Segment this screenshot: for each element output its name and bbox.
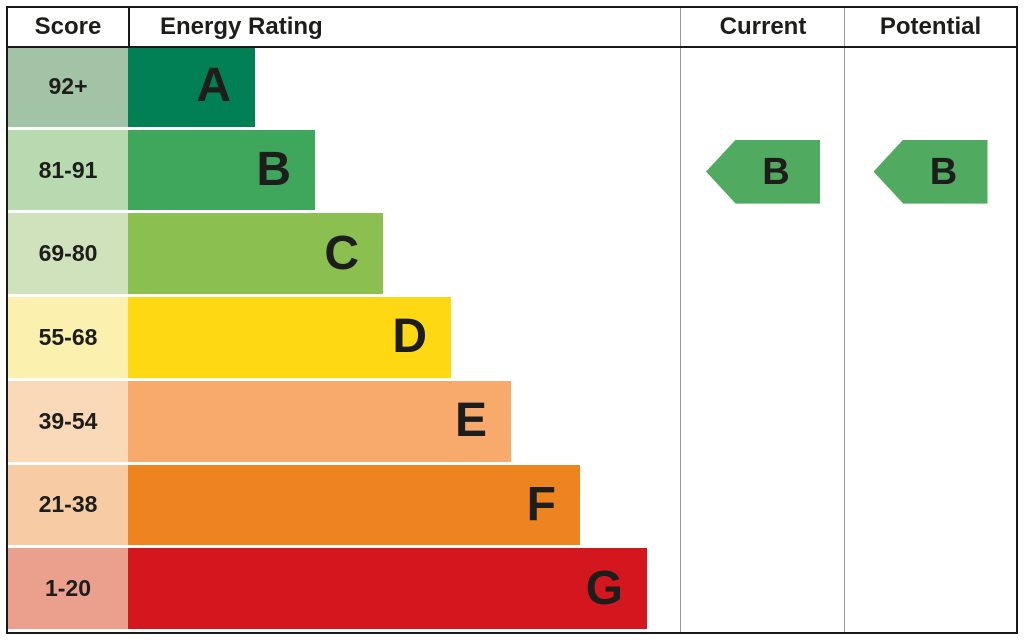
band-letter-c: C bbox=[324, 226, 359, 280]
band-bar-c: C bbox=[128, 213, 383, 298]
score-range-d: 55-68 bbox=[8, 297, 128, 381]
band-bar-g: G bbox=[128, 548, 647, 632]
potential-rating-value: B bbox=[929, 150, 958, 193]
band-letter-g: G bbox=[585, 561, 623, 615]
header-current: Current bbox=[719, 13, 807, 40]
bar-area-a: A bbox=[128, 46, 681, 130]
score-column-divider bbox=[128, 8, 130, 46]
score-range-c: 69-80 bbox=[8, 213, 128, 298]
bar-area-d: D bbox=[128, 297, 681, 381]
band-row-c: 69-80 C bbox=[8, 213, 681, 298]
epc-rating-chart: Score Energy Rating Current Potential 92… bbox=[6, 6, 1018, 634]
score-range-e: 39-54 bbox=[8, 380, 128, 465]
band-bar-b: B bbox=[128, 129, 315, 214]
potential-cell: B bbox=[845, 130, 1016, 214]
epc-grid: Score Energy Rating Current Potential 92… bbox=[8, 8, 1016, 632]
band-letter-a: A bbox=[196, 59, 231, 113]
band-letter-f: F bbox=[526, 477, 556, 531]
band-letter-e: E bbox=[454, 394, 487, 448]
band-row-d: 55-68 D bbox=[8, 297, 681, 381]
band-bar-d: D bbox=[128, 297, 451, 381]
bar-area-c: C bbox=[128, 213, 681, 298]
bar-area-e: E bbox=[128, 380, 681, 465]
header-divider bbox=[8, 46, 1016, 48]
band-letter-d: D bbox=[392, 310, 427, 364]
band-letter-b: B bbox=[256, 143, 291, 197]
band-row-f: 21-38 F bbox=[8, 464, 681, 549]
header-energy-rating: Energy Rating bbox=[160, 13, 323, 40]
header-potential: Potential bbox=[879, 13, 982, 40]
current-rating-value: B bbox=[762, 150, 790, 193]
bar-area-f: F bbox=[128, 464, 681, 549]
bar-area-g: G bbox=[128, 548, 681, 632]
current-cell: B bbox=[681, 130, 845, 214]
current-column-divider bbox=[680, 8, 681, 632]
band-bar-f: F bbox=[128, 464, 580, 549]
score-range-a: 92+ bbox=[8, 46, 128, 130]
current-arrow: B bbox=[706, 139, 820, 204]
band-row-g: 1-20 G bbox=[8, 548, 681, 632]
score-range-f: 21-38 bbox=[8, 464, 128, 549]
potential-column-divider bbox=[844, 8, 845, 632]
band-row-b: 81-91 B bbox=[8, 129, 681, 214]
score-range-g: 1-20 bbox=[8, 548, 128, 632]
band-row-e: 39-54 E bbox=[8, 380, 681, 465]
header-score: Score bbox=[34, 13, 102, 40]
band-bar-a: A bbox=[128, 46, 255, 130]
band-bar-e: E bbox=[128, 380, 511, 465]
band-row-a: 92+ A bbox=[8, 46, 681, 130]
bar-area-b: B bbox=[128, 129, 681, 214]
potential-arrow: B bbox=[873, 139, 988, 204]
score-range-b: 81-91 bbox=[8, 129, 128, 214]
